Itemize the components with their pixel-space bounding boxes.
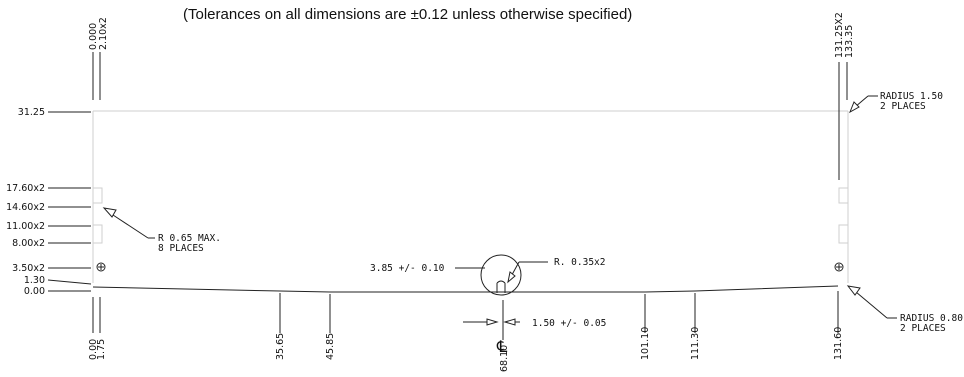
leader-radius-bottom bbox=[846, 285, 897, 319]
top-right-dimension-lines bbox=[838, 62, 848, 180]
dim-1-75: 1.75 bbox=[96, 339, 107, 360]
callout-radius-top-line1: RADIUS 1.50 bbox=[880, 91, 943, 102]
dim-11-00x2: 11.00x2 bbox=[6, 221, 45, 232]
top-left-dimension-lines bbox=[92, 52, 101, 100]
dim-131-25x2: 131.25X2 bbox=[834, 12, 845, 58]
dim-2-10x2: 2.10x2 bbox=[98, 17, 109, 50]
dim-17-60x2: 17.60x2 bbox=[6, 183, 45, 194]
dim-35-65: 35.65 bbox=[275, 333, 286, 360]
hole-right bbox=[834, 262, 844, 272]
left-dimension-labels: 31.25 17.60x2 14.60x2 11.00x2 8.00x2 3.5… bbox=[6, 107, 45, 297]
dim-8-00x2: 8.00x2 bbox=[12, 238, 45, 249]
dim-14-60x2: 14.60x2 bbox=[6, 202, 45, 213]
part-outline bbox=[92, 110, 849, 293]
bottom-dimension-labels: 0.00 1.75 35.65 45.85 68.10 101.10 111.3… bbox=[88, 327, 844, 372]
dim-133-35: 133.35 bbox=[844, 25, 855, 58]
dim-0-00-left: 0.00 bbox=[24, 286, 45, 297]
dim-111-30: 111.30 bbox=[690, 327, 701, 360]
dim-0-000: 0.000 bbox=[88, 23, 99, 50]
dim-45-85: 45.85 bbox=[325, 333, 336, 360]
callout-r-max-line1: R 0.65 MAX. bbox=[158, 233, 221, 244]
dim-3-50x2: 3.50x2 bbox=[12, 263, 45, 274]
callout-slot-radius: R. 0.35x2 bbox=[554, 257, 605, 268]
leader-r-max bbox=[102, 207, 155, 239]
centerline-symbol: ℄ bbox=[496, 337, 508, 356]
dim-101-10: 101.10 bbox=[640, 327, 651, 360]
dim-68-10: 68.10 bbox=[499, 345, 510, 372]
left-dimension-lines bbox=[47, 111, 92, 292]
callout-slot-width: 1.50 +/- 0.05 bbox=[532, 318, 606, 329]
callout-slot-height: 3.85 +/- 0.10 bbox=[370, 263, 445, 274]
tolerance-note-text: (Tolerances on all dimensions are ±0.12 … bbox=[183, 6, 633, 23]
bottom-dimension-lines bbox=[92, 291, 839, 340]
dim-0-00-bottom: 0.00 bbox=[88, 339, 99, 360]
callout-r-max-line2: 8 PLACES bbox=[158, 243, 204, 254]
callout-radius-bottom-line2: 2 PLACES bbox=[900, 323, 946, 334]
callout-radius-bottom-line1: RADIUS 0.80 bbox=[900, 313, 963, 324]
dim-31-25: 31.25 bbox=[18, 107, 45, 118]
leader-radius-top bbox=[849, 95, 878, 114]
hole-left bbox=[96, 262, 106, 272]
slot-detail bbox=[455, 254, 548, 326]
dim-1-30: 1.30 bbox=[24, 275, 45, 286]
callout-radius-top-line2: 2 PLACES bbox=[880, 101, 926, 112]
dim-131-60: 131.60 bbox=[833, 327, 844, 360]
